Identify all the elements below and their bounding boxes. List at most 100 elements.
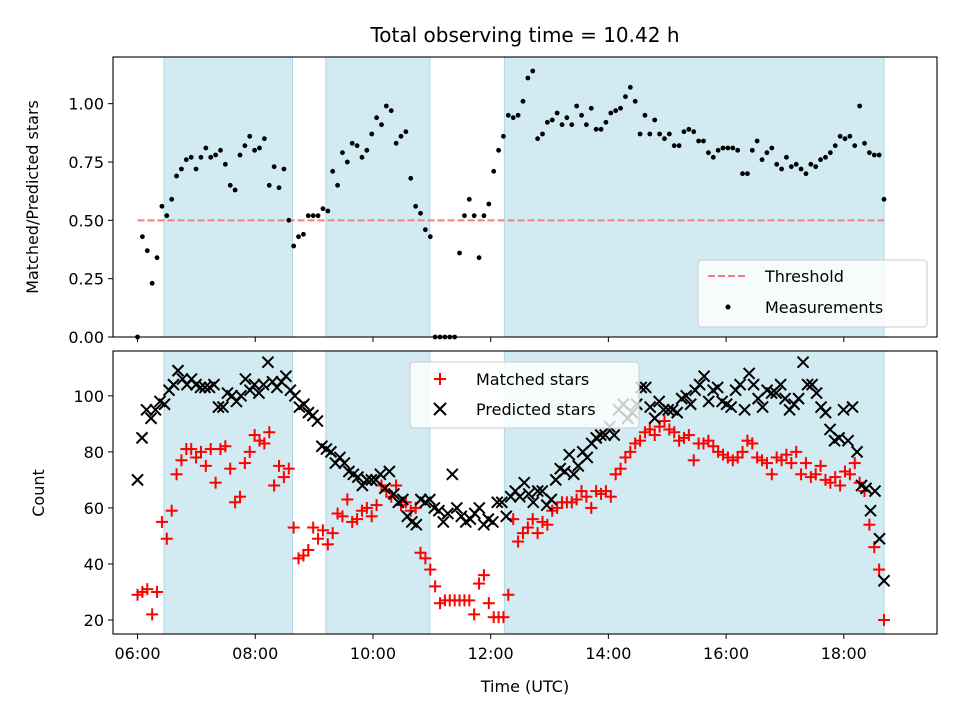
measurement-point [549, 117, 555, 123]
predicted-star-point [841, 434, 855, 447]
predicted-star-point [567, 468, 580, 481]
matched-star-point [541, 518, 554, 531]
x-tick-label: 14:00 [585, 644, 631, 663]
matched-star-point [878, 613, 891, 626]
matched-star-point [185, 443, 198, 456]
measurement-point [784, 154, 789, 160]
predicted-star-point [140, 403, 153, 417]
matched-star-point [238, 457, 251, 470]
predicted-star-point [441, 507, 455, 520]
predicted-star-point [846, 400, 859, 414]
matched-star-point [160, 532, 173, 545]
predicted-star-point [450, 501, 464, 515]
measurement-point [515, 112, 521, 118]
measurement-point [383, 103, 389, 109]
measurement-point [749, 147, 755, 153]
measurement-point [520, 98, 526, 104]
predicted-star-point [742, 367, 756, 380]
matched-star-point [502, 588, 515, 601]
predicted-star-point [387, 487, 401, 501]
measurement-point [608, 110, 614, 116]
predicted-star-point [279, 370, 293, 383]
predicted-star-point [837, 403, 850, 417]
predicted-star-point [149, 403, 162, 417]
measurement-point [779, 166, 784, 172]
predicted-star-point [135, 431, 149, 445]
measurement-point [183, 157, 189, 163]
measurement-point [559, 122, 565, 128]
measurement-point [505, 112, 511, 118]
predicted-star-point [599, 428, 612, 442]
matched-star-point [243, 445, 256, 458]
measurement-point [149, 280, 155, 286]
predicted-star-point [805, 378, 819, 391]
predicted-star-point [796, 356, 810, 369]
matched-star-point [209, 476, 222, 489]
measurement-point [286, 217, 292, 223]
predicted-star-point [684, 398, 697, 411]
matched-star-point [151, 585, 164, 598]
predicted-star-point [131, 473, 144, 487]
predicted-star-point [144, 412, 158, 425]
measurement-point [691, 129, 697, 135]
predicted-star-point [360, 473, 374, 487]
predicted-star-point [832, 431, 846, 445]
matched-star-point [360, 501, 373, 514]
top-y-ticks: 0.00 0.25 0.50 0.75 1.00 [68, 95, 113, 347]
predicted-star-point [558, 465, 571, 478]
measurement-point [296, 234, 301, 240]
top-y-axis-label: Matched/Predicted stars [23, 100, 42, 294]
matched-star-point [780, 448, 793, 461]
measurement-point [325, 208, 331, 214]
measurement-point [193, 166, 199, 172]
matched-star-point [165, 504, 178, 517]
bottom-y-axis-label: Count [29, 469, 48, 517]
top-x-ticks [137, 337, 845, 342]
bottom-y-tick-label: 40 [84, 555, 104, 574]
measurement-point [359, 154, 365, 160]
predicted-star-point [374, 468, 387, 481]
measurement-point [588, 105, 594, 111]
measurement-point [788, 164, 794, 170]
predicted-star-point [756, 400, 769, 414]
measurement-point [315, 213, 321, 219]
x-axis-label: Time (UTC) [480, 677, 569, 696]
measurement-point [832, 143, 838, 149]
predicted-star-point [670, 406, 684, 419]
predicted-star-point [248, 378, 261, 391]
top-axes-frame [112, 56, 938, 338]
predicted-star-point [491, 496, 504, 509]
matched-star-point [834, 479, 847, 492]
matched-star-point [424, 563, 437, 576]
x-tick-label: 08:00 [232, 644, 278, 663]
predicted-star-point [679, 389, 693, 403]
predicted-star-point [877, 574, 891, 587]
matched-star-point [321, 538, 334, 551]
matched-star-point [341, 493, 354, 506]
measurement-point [564, 115, 570, 121]
measurement-point [247, 133, 253, 139]
measurement-point [291, 243, 297, 249]
measurement-point [320, 206, 326, 212]
matched-star-point [365, 510, 378, 523]
matched-star-point [194, 445, 207, 458]
measurement-point [144, 248, 150, 254]
measurement-point [398, 133, 404, 139]
measurement-point [544, 119, 550, 125]
matched-star-point [873, 563, 886, 576]
measurement-point [871, 152, 877, 158]
predicted-star-point [351, 470, 365, 484]
measurement-point [745, 171, 750, 177]
measurement-point [662, 136, 667, 142]
measurement-point [671, 143, 677, 149]
measurement-point [808, 161, 814, 167]
measurement-point [681, 129, 687, 135]
measurement-point [252, 147, 258, 153]
measurement-point [496, 147, 501, 153]
top-y-tick-label: 0.75 [68, 153, 104, 172]
matched-star-point [390, 479, 403, 492]
measurement-point [652, 117, 658, 123]
top-y-tick-label: 0.50 [68, 211, 104, 230]
matched-star-point [468, 608, 481, 621]
matched-star-point [482, 597, 495, 610]
